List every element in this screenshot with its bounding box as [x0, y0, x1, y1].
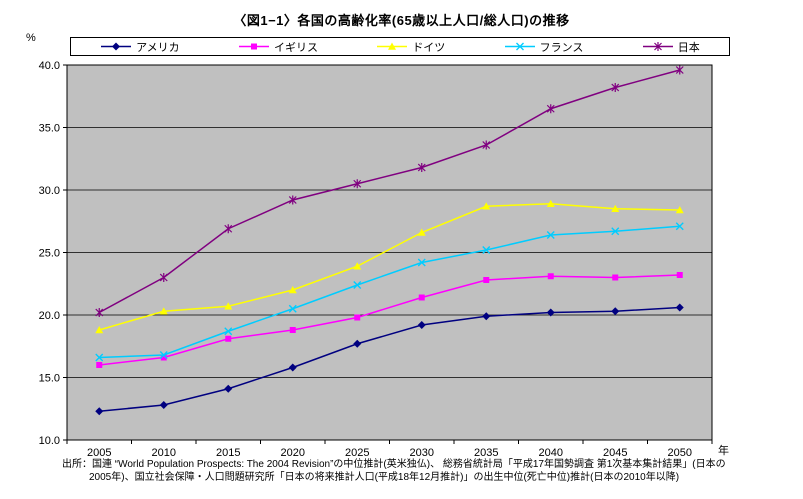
svg-text:2005: 2005	[87, 447, 111, 457]
series-usa	[95, 303, 684, 416]
svg-text:2030: 2030	[410, 447, 434, 457]
svg-text:10.0: 10.0	[39, 435, 60, 447]
plot-area: 10.0 15.0 20.0 25.0 30.0 35.0 40.0 2005 2010 2015…	[39, 60, 713, 457]
svg-text:40.0: 40.0	[39, 60, 60, 72]
triangle-marker-icon	[377, 42, 408, 50]
legend-label: アメリカ	[136, 41, 180, 54]
series-germany	[95, 199, 684, 334]
legend-label: イギリス	[273, 41, 318, 54]
gridlines	[67, 127, 712, 378]
x-axis-unit-label: 年	[718, 445, 729, 457]
svg-text:2010: 2010	[152, 447, 176, 457]
svg-text:2040: 2040	[539, 447, 563, 457]
series-france	[95, 222, 684, 362]
svg-text:25.0: 25.0	[39, 248, 60, 260]
svg-text:2045: 2045	[603, 447, 627, 457]
asterisk-marker-icon	[642, 42, 673, 51]
legend-item-usa: アメリカ	[100, 39, 180, 55]
svg-text:2020: 2020	[281, 447, 305, 457]
svg-text:20.0: 20.0	[39, 310, 60, 322]
legend-item-uk: イギリス	[238, 39, 318, 55]
source-note: 出所：国連 “World Population Prospects: The 2…	[62, 459, 726, 483]
square-marker-icon	[238, 43, 269, 50]
series-japan	[95, 65, 684, 317]
legend-item-japan: 日本	[642, 39, 700, 55]
legend-item-germany: ドイツ	[376, 39, 445, 55]
svg-text:2050: 2050	[668, 447, 692, 457]
y-axis-unit-label: %	[26, 32, 36, 44]
legend-label: ドイツ	[412, 41, 446, 54]
x-marker-icon	[504, 42, 535, 51]
x-axis-labels: 2005 2010 2015 2020 2025 2030 2035 2040 2045 2050	[66, 440, 713, 457]
legend-label: フランス	[539, 41, 584, 54]
svg-text:2025: 2025	[345, 447, 369, 457]
series-uk	[96, 272, 683, 368]
svg-text:30.0: 30.0	[39, 185, 60, 197]
legend-item-france: フランス	[504, 39, 584, 55]
svg-text:2035: 2035	[474, 447, 498, 457]
legend: アメリカ イギリス ドイツ フランス 日本	[70, 37, 730, 56]
svg-text:2015: 2015	[216, 447, 240, 457]
y-axis-labels: 10.0 15.0 20.0 25.0 30.0 35.0 40.0	[39, 60, 67, 447]
svg-text:15.0: 15.0	[39, 373, 60, 385]
svg-text:35.0: 35.0	[39, 123, 60, 135]
legend-label: 日本	[677, 41, 700, 54]
chart-title: 〈図1−1〉各国の高齢化率(65歳以上人口/総人口)の推移	[233, 13, 570, 28]
diamond-marker-icon	[101, 42, 132, 51]
